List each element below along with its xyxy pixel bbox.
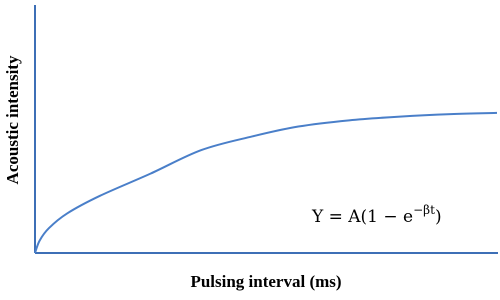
y-axis-title: Acoustic intensity	[3, 55, 22, 184]
equation-exponent: −βt	[413, 203, 435, 217]
curve	[34, 111, 498, 254]
equation-base: Y = A(1 − e	[311, 207, 413, 227]
x-axis-title: Pulsing interval (ms)	[190, 272, 341, 291]
equation-close: )	[435, 207, 442, 227]
equation: Y = A(1 − e−βt)	[311, 203, 442, 227]
